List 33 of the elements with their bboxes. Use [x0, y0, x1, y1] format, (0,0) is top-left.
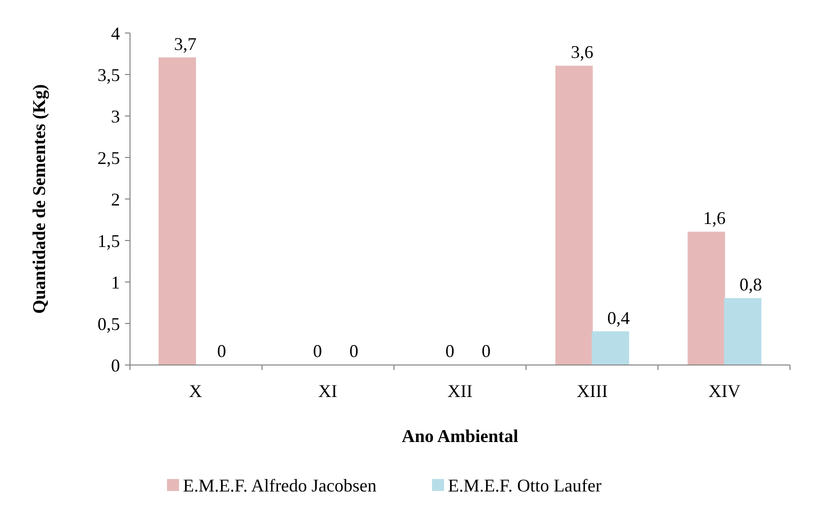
y-axis-title: Quantidade de Sementes (Kg) [29, 84, 49, 314]
x-tick-label: XIII [576, 381, 608, 401]
bar [158, 57, 196, 366]
bar [592, 331, 630, 366]
data-label: 0 [217, 341, 226, 361]
x-tick-label: XII [448, 381, 472, 401]
y-tick-label: 4 [111, 23, 120, 44]
bar [555, 66, 593, 366]
y-tick-label: 1,5 [98, 230, 120, 251]
x-tick-label: XI [318, 381, 338, 401]
data-label: 0 [445, 341, 454, 361]
bar [688, 232, 726, 366]
y-tick-label: 0 [111, 355, 120, 376]
y-tick-label: 2,5 [98, 148, 120, 168]
data-label: 1,6 [703, 208, 726, 228]
x-tick-label: XIV [708, 381, 741, 401]
bar [724, 298, 762, 366]
data-label: 0 [349, 341, 358, 361]
legend-label: E.M.E.F. Alfredo Jacobsen [183, 475, 377, 496]
y-tick-label: 1 [111, 272, 120, 292]
data-label: 3,7 [174, 34, 197, 54]
x-axis-title: Ano Ambiental [402, 426, 518, 446]
y-tick-label: 3 [111, 106, 120, 126]
data-label: 3,6 [570, 42, 594, 62]
legend-label: E.M.E.F. Otto Laufer [448, 475, 602, 496]
data-label: 0 [313, 341, 322, 361]
y-tick-label: 3,5 [98, 64, 120, 85]
y-tick-label: 0,5 [98, 314, 120, 334]
data-label: 0 [482, 341, 491, 361]
x-tick-label: X [188, 381, 202, 401]
y-tick-label: 2 [111, 189, 120, 210]
data-label: 0,8 [739, 274, 762, 295]
data-label: 0,4 [607, 308, 630, 328]
